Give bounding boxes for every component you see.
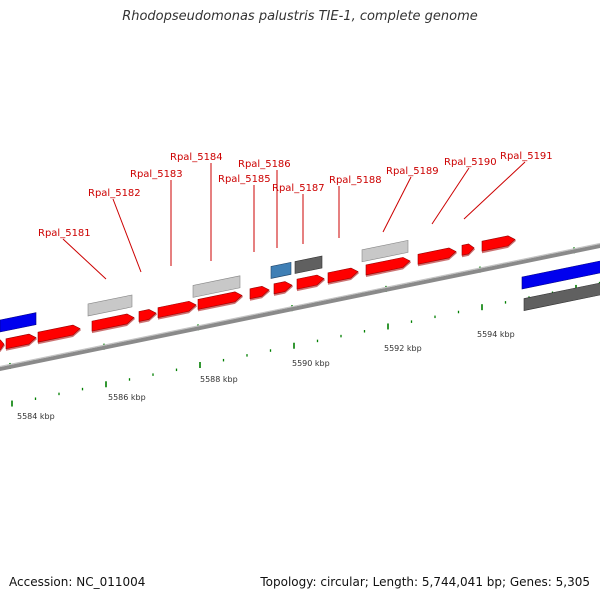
gene-leader-11 [463, 161, 526, 220]
gene-label-8: Rpal_5188 [329, 175, 382, 186]
gene-leader-1 [62, 238, 107, 280]
gene-label-11: Rpal_5191 [500, 151, 553, 162]
scale-label-6: 5594 kbp [477, 330, 515, 339]
cds-arrow-12-shadow [366, 260, 411, 277]
scale-label-5: 5592 kbp [384, 344, 422, 353]
cds-arrow-15-shadow [482, 239, 516, 254]
scale-label-1: 5584 kbp [17, 412, 55, 421]
gene-label-1: Rpal_5181 [38, 228, 91, 239]
gene-label-4: Rpal_5184 [170, 152, 223, 163]
genome-summary: Topology: circular; Length: 5,744,041 bp… [260, 575, 590, 589]
gene-label-5: Rpal_5185 [218, 174, 271, 185]
cds-arrow-5-shadow [139, 313, 157, 324]
scale-labels: 5584 kbp 5586 kbp 5588 kbp 5590 kbp 5592 kbp… [17, 330, 515, 421]
backbone-highlight [0, 242, 600, 368]
pseudogene-dark [294, 255, 323, 274]
rna-feature [270, 261, 292, 279]
scale-label-4: 5590 kbp [292, 359, 330, 368]
backbone-line [0, 243, 600, 372]
feature-track [0, 235, 600, 353]
reverse-cds-right [521, 260, 600, 290]
gene-leader-9 [382, 176, 412, 233]
cds-arrow-11-shadow [328, 271, 359, 285]
scale-label-3: 5588 kbp [200, 375, 238, 384]
genome-title: Rhodopseudomonas palustris TIE-1, comple… [122, 9, 478, 24]
cds-arrow-8-shadow [250, 289, 270, 301]
gene-leader-10 [431, 167, 470, 225]
cds-arrow-3-shadow [38, 328, 81, 345]
cds-arrow-2-shadow [6, 337, 37, 351]
cds-arrow-13 [417, 247, 457, 265]
gene-label-3: Rpal_5183 [130, 169, 183, 180]
cds-arrow-4-shadow [92, 317, 135, 334]
cds-arrow-9-shadow [274, 285, 293, 296]
scale-label-2: 5586 kbp [108, 393, 146, 402]
gene-label-6: Rpal_5186 [238, 159, 291, 170]
accession-label: Accession: NC_011004 [9, 575, 146, 589]
gene-labels: Rpal_5181 Rpal_5182 Rpal_5183 Rpal_5184 Rpal… [38, 151, 553, 280]
cds-arrow-14 [461, 243, 475, 256]
pseudogene-3 [361, 239, 409, 263]
reverse-cds-left [0, 312, 37, 333]
genome-backbone [0, 242, 600, 372]
cds-arrow-1-shadow [0, 344, 5, 353]
cds-arrow-10 [296, 274, 325, 290]
gene-leader-2 [112, 198, 142, 273]
gene-label-10: Rpal_5190 [444, 157, 497, 168]
cds-arrow-7-shadow [198, 295, 243, 312]
pseudogene-2 [192, 275, 241, 298]
cds-arrow-6-shadow [158, 304, 197, 320]
gene-label-2: Rpal_5182 [88, 188, 141, 199]
gene-label-9: Rpal_5189 [386, 166, 439, 177]
pseudogene-1 [87, 294, 133, 317]
cds-arrow-14-shadow [462, 247, 475, 258]
cds-arrow-10-shadow [297, 278, 325, 292]
pseudogene-right [523, 282, 600, 311]
gene-label-7: Rpal_5187 [272, 183, 325, 194]
cds-arrow-13-shadow [418, 251, 457, 267]
